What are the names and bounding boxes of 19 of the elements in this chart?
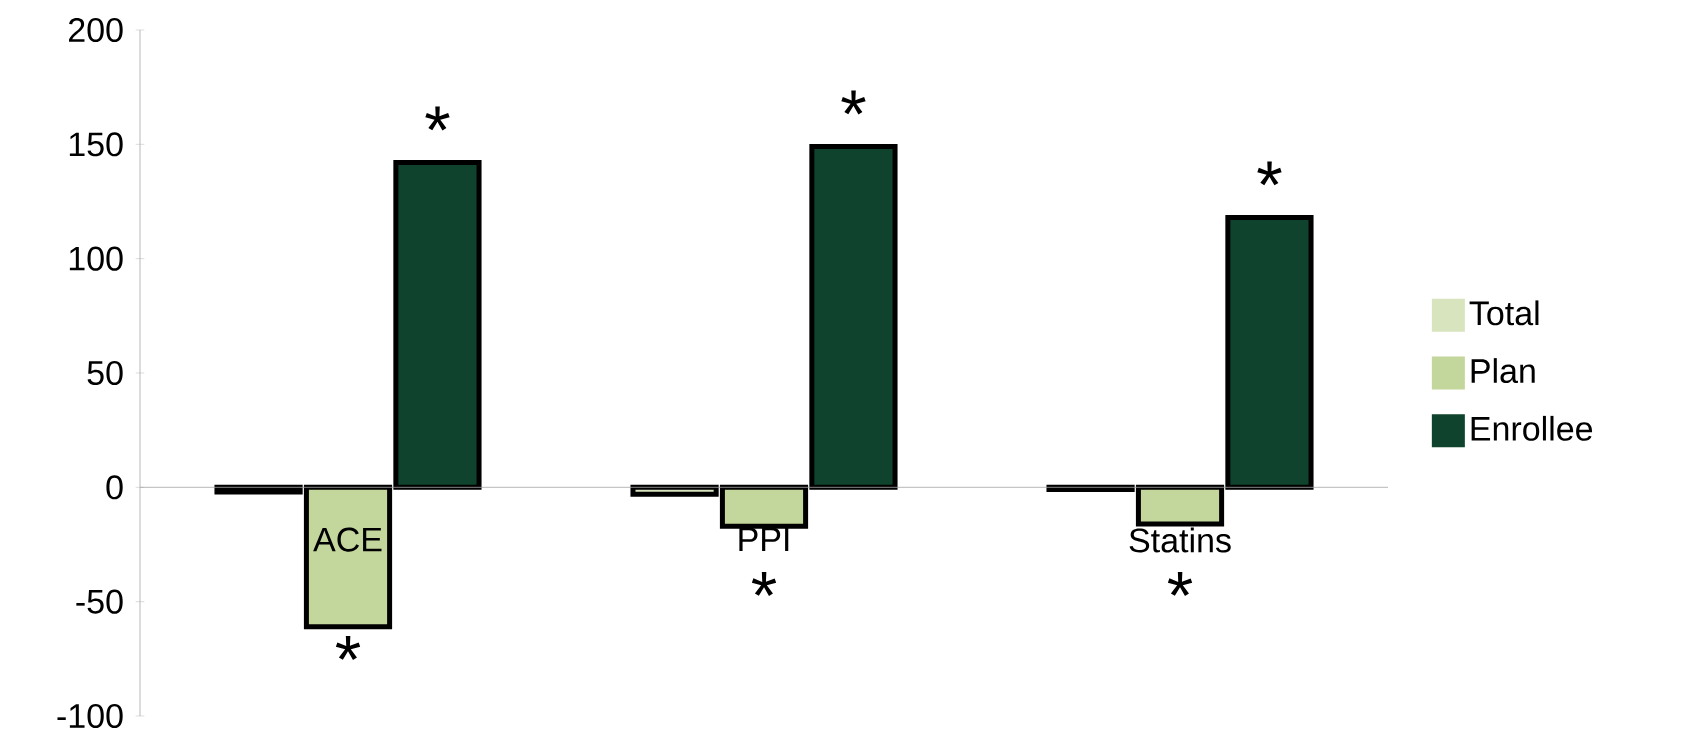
y-tick-label: -100 [57,703,123,728]
y-tick-label: 150 [69,132,123,157]
x-tick-label: PPI [739,527,789,551]
x-tick-label: ACE [313,527,382,552]
y-tick-label: 50 [87,360,123,385]
legend-label: Enrollee [1471,415,1593,441]
y-tick-label: 200 [69,17,123,42]
x-tick-label: Statins [1129,527,1231,553]
annotation: * [335,635,361,660]
annotation: * [1167,571,1193,596]
y-tick-label: 100 [69,246,123,271]
legend-label: Plan [1471,357,1535,383]
annotation: * [1257,161,1282,186]
annotation: * [751,571,777,596]
annotation: * [841,90,866,115]
y-tick-label: -50 [76,589,123,614]
annotation: * [425,106,450,131]
y-tick-label: 0 [106,475,123,500]
legend-label: Total [1469,300,1539,326]
